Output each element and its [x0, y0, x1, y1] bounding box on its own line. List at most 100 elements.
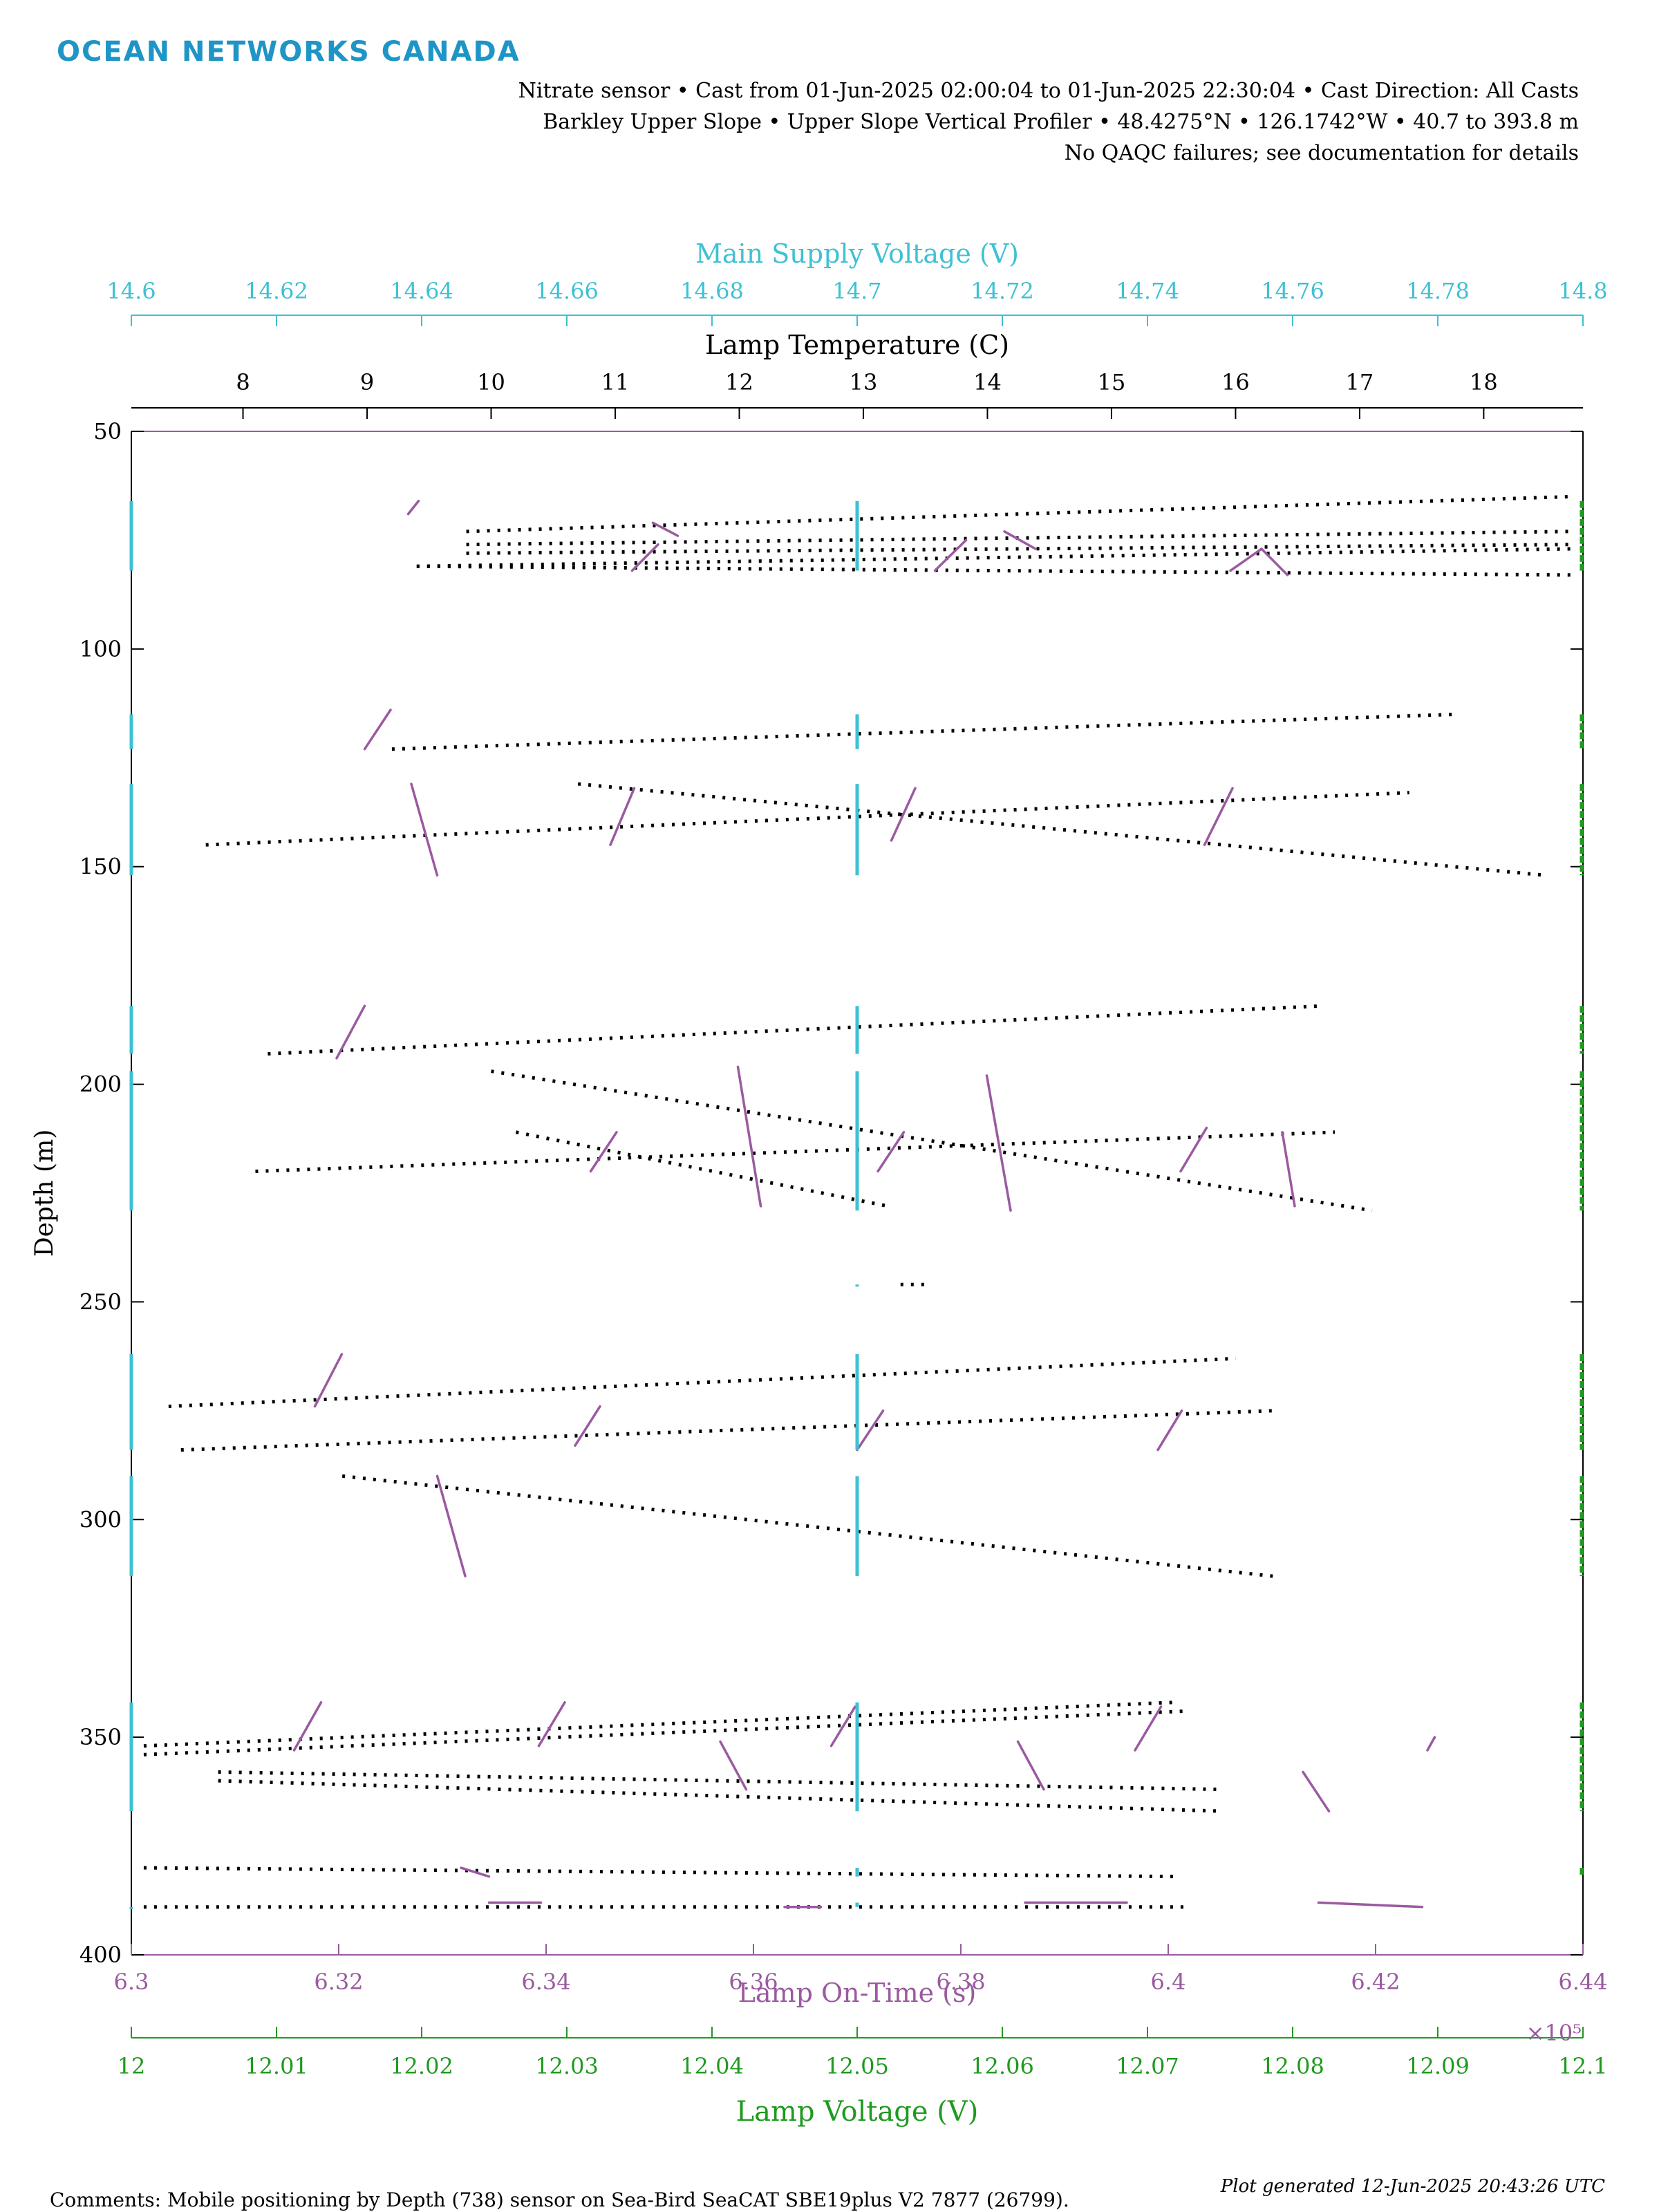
lamp-on-time-exponent: ×10⁵	[1526, 2020, 1582, 2046]
lamp-temperature-point-run	[268, 1004, 1323, 1056]
lamp-temperature-point-run	[168, 1356, 1236, 1409]
lamp-on-time-segment	[406, 500, 420, 516]
lamp-voltage-tick-label: 12	[118, 2053, 146, 2079]
lamp-temperature-point-run	[143, 1709, 1186, 1756]
supply-voltage-tick-label: 14.7	[832, 278, 881, 304]
lamp-on-time-segment	[877, 1131, 906, 1173]
y-tick-label: 250	[79, 1288, 122, 1315]
lamp-on-time-axis-label: Lamp On-Time (s)	[738, 1978, 977, 2008]
lamp-temperature-point-run	[466, 494, 1571, 534]
plot-info-line-3: No QAQC failures; see documentation for …	[1064, 141, 1579, 165]
label-layer: 50 100 150 200 250 300 350 400 Depth (m) 14.6 14.6…	[30, 238, 1608, 2128]
lamp-on-time-tick-label: 6.38	[936, 1969, 985, 1995]
lamp-temperature-tick-label: 18	[1470, 369, 1498, 395]
lamp-on-time-tick-label: 6.42	[1351, 1969, 1400, 1995]
lamp-on-time-segment	[1156, 1409, 1183, 1452]
lamp-temperature-point-run	[180, 1409, 1273, 1452]
lamp-on-time-segment	[1134, 1705, 1163, 1752]
data-layer	[129, 494, 1584, 1909]
lamp-on-time-segment	[1302, 1770, 1331, 1812]
lamp-on-time-segment	[736, 1065, 762, 1208]
lamp-temperature-point-run	[466, 543, 1571, 555]
lamp-temperature-point-run	[218, 1770, 1224, 1792]
lamp-temperature-tick-label: 14	[973, 369, 1002, 395]
lamp-voltage-tick-label: 12.01	[245, 2053, 308, 2079]
lamp-on-time-segment	[933, 538, 968, 572]
lamp-voltage-tick-label: 12.02	[390, 2053, 453, 2079]
lamp-temperature-point-run	[218, 1779, 1224, 1813]
lamp-voltage-tick-label: 12.03	[535, 2053, 599, 2079]
supply-voltage-tick-label: 14.8	[1558, 278, 1607, 304]
lamp-temperature-tick-label: 15	[1098, 369, 1126, 395]
y-axis-label: Depth (m)	[30, 1130, 59, 1257]
lamp-temperature-point-run	[255, 1130, 1335, 1174]
lamp-on-time-segment	[363, 709, 392, 751]
supply-voltage-axis-label: Main Supply Voltage (V)	[695, 238, 1019, 269]
y-tick-label: 200	[79, 1071, 122, 1098]
y-tick-label: 50	[93, 418, 122, 444]
onc-logo: OCEAN NETWORKS CANADA	[57, 36, 521, 68]
lamp-voltage-axis-label: Lamp Voltage (V)	[736, 2096, 979, 2128]
lamp-on-time-segment	[313, 1353, 344, 1408]
lamp-on-time-segment	[1229, 547, 1263, 572]
lamp-temperature-point-run	[205, 791, 1409, 847]
plot-info-line-2: Barkley Upper Slope • Upper Slope Vertic…	[543, 110, 1579, 134]
lamp-on-time-segment	[537, 1701, 566, 1747]
lamp-voltage-tick-label: 12.04	[680, 2053, 744, 2079]
lamp-on-time-segment	[719, 1740, 748, 1791]
lamp-temperature-tick-label: 12	[725, 369, 753, 395]
lamp-on-time-segment	[292, 1701, 323, 1752]
lamp-on-time-segment	[1179, 1126, 1208, 1173]
lamp-on-time-segment	[630, 543, 659, 572]
lamp-temperature-point-run	[416, 564, 1571, 577]
axes-layer	[131, 315, 1584, 2038]
lamp-on-time-segment	[830, 1705, 856, 1747]
lamp-on-time-segment	[1260, 547, 1289, 577]
generated-timestamp: Plot generated 12-Jun-2025 20:43:26 UTC	[1220, 2176, 1605, 2197]
lamp-on-time-segment	[609, 787, 636, 846]
lamp-voltage-tick-label: 12.06	[971, 2053, 1034, 2079]
lamp-on-time-segment	[335, 1004, 366, 1060]
supply-voltage-tick-label: 14.68	[680, 278, 744, 304]
lamp-on-time-segment	[589, 1131, 618, 1173]
supply-voltage-tick-label: 14.64	[390, 278, 453, 304]
plot-info-line-1: Nitrate sensor • Cast from 01-Jun-2025 0…	[518, 79, 1579, 103]
y-tick-label: 100	[79, 636, 122, 662]
lamp-on-time-segment	[651, 521, 679, 537]
lamp-temperature-point-run	[143, 1700, 1174, 1748]
lamp-voltage-tick-label: 12.07	[1116, 2053, 1179, 2079]
lamp-temperature-tick-label: 9	[360, 369, 374, 395]
lamp-temperature-tick-label: 16	[1221, 369, 1250, 395]
lamp-temperature-tick-label: 13	[850, 369, 878, 395]
lamp-on-time-segment	[1203, 787, 1234, 846]
lamp-on-time-segment	[985, 1074, 1012, 1212]
lamp-on-time-segment	[574, 1405, 601, 1447]
lamp-on-time-segment	[1016, 1740, 1045, 1791]
supply-voltage-tick-label: 14.76	[1261, 278, 1324, 304]
y-tick-label: 300	[79, 1506, 122, 1533]
lamp-temperature-point-run	[341, 1474, 1273, 1578]
lamp-temperature-axis-label: Lamp Temperature (C)	[705, 330, 1009, 360]
y-tick-label: 350	[79, 1724, 122, 1750]
lamp-temperature-tick-label: 10	[477, 369, 505, 395]
lamp-on-time-tick-label: 6.32	[314, 1969, 363, 1995]
lamp-on-time-tick-label: 6.34	[521, 1969, 570, 1995]
lamp-on-time-segment	[1426, 1736, 1436, 1752]
y-tick-label: 400	[79, 1942, 122, 1968]
lamp-voltage-tick-label: 12.1	[1558, 2053, 1607, 2079]
supply-voltage-tick-label: 14.6	[106, 278, 156, 304]
lamp-temperature-point-run	[577, 782, 1546, 877]
lamp-temperature-point-run	[143, 1866, 1174, 1879]
lamp-on-time-tick-label: 6.44	[1558, 1969, 1607, 1995]
supply-voltage-tick-label: 14.66	[535, 278, 599, 304]
supply-voltage-tick-label: 14.74	[1116, 278, 1179, 304]
lamp-voltage-tick-label: 12.08	[1261, 2053, 1324, 2079]
lamp-temperature-tick-label: 11	[601, 369, 630, 395]
lamp-temperature-point-run	[391, 712, 1459, 751]
lamp-on-time-tick-label: 6.4	[1151, 1969, 1186, 1995]
lamp-voltage-tick-label: 12.09	[1406, 2053, 1470, 2079]
lamp-on-time-segment	[890, 787, 917, 842]
lamp-on-time-segment	[435, 1474, 467, 1577]
lamp-on-time-segment	[410, 782, 439, 877]
